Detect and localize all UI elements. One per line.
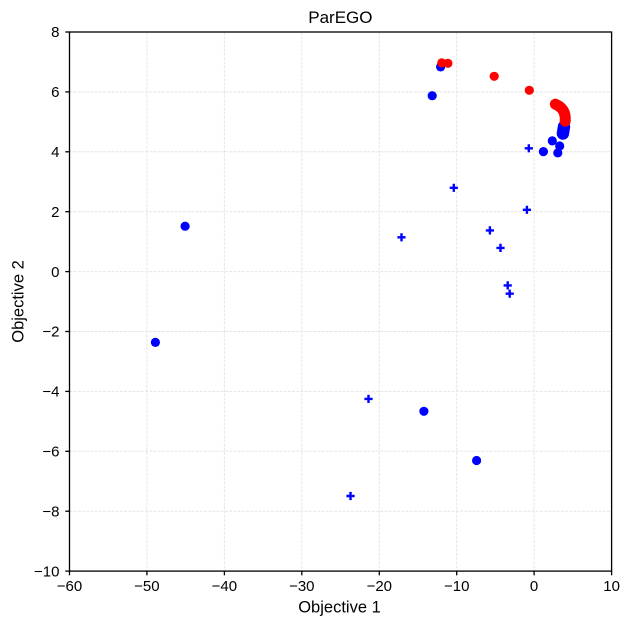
svg-text:Objective 2: Objective 2	[10, 260, 28, 343]
svg-text:−2: −2	[42, 324, 59, 341]
svg-text:−60: −60	[57, 578, 82, 595]
svg-text:0: 0	[51, 264, 59, 281]
svg-text:4: 4	[51, 144, 59, 161]
svg-text:−30: −30	[289, 578, 314, 595]
svg-text:−20: −20	[367, 578, 392, 595]
svg-text:−4: −4	[42, 384, 59, 401]
svg-text:10: 10	[603, 578, 620, 595]
svg-text:Objective 1: Objective 1	[298, 599, 381, 617]
svg-text:0: 0	[530, 578, 538, 595]
svg-text:−10: −10	[34, 563, 59, 580]
svg-text:−8: −8	[42, 503, 59, 520]
svg-text:8: 8	[51, 24, 59, 41]
svg-text:2: 2	[51, 204, 59, 221]
svg-text:−6: −6	[42, 444, 59, 461]
svg-text:−50: −50	[134, 578, 159, 595]
svg-text:−10: −10	[444, 578, 469, 595]
svg-text:6: 6	[51, 84, 59, 101]
svg-text:ParEGO: ParEGO	[308, 8, 372, 27]
svg-text:−40: −40	[212, 578, 237, 595]
